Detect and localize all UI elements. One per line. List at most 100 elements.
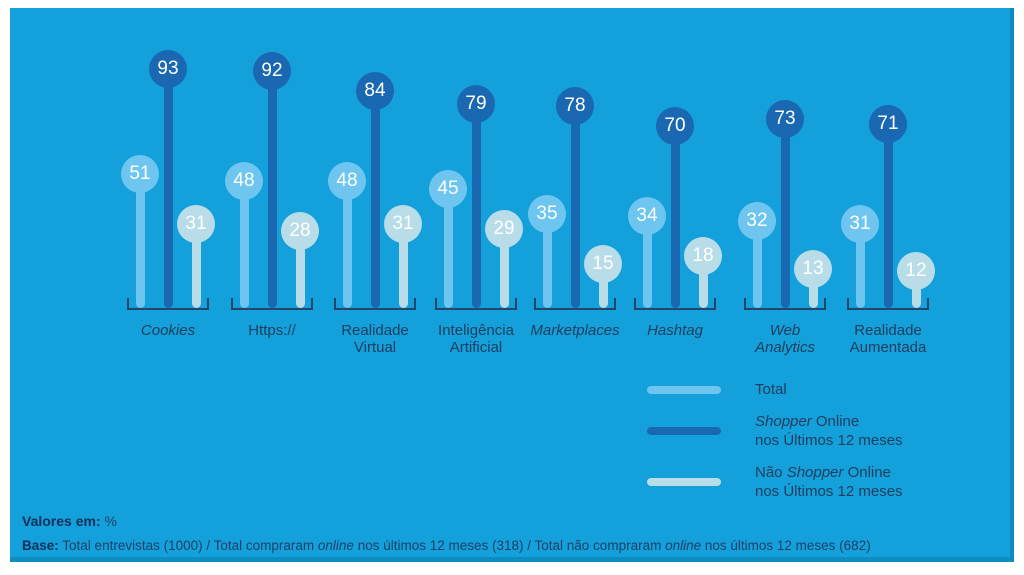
category-label-line: Analytics: [754, 339, 816, 356]
lollipop-marker: 70: [656, 107, 694, 145]
chart-board: 51 93 31 Cookies 48 92 28 Https:// 48 84 31 Realida…: [10, 8, 1014, 562]
lollipop-marker: 31: [177, 204, 215, 243]
category-label-line: Inteligência: [438, 322, 514, 339]
text-segment: online: [317, 538, 354, 553]
lollipop-marker: 79: [457, 84, 495, 123]
chart-footer: Valores em: % Base: Total entrevistas (1…: [22, 513, 871, 553]
text-segment: Total entrevistas (1000) / Total comprar…: [58, 538, 318, 553]
category-label: Inteligência Artificial: [411, 322, 541, 356]
group-bracket: [847, 298, 929, 310]
text-segment: nos últimos 12 meses (318) / Total não c…: [353, 538, 666, 553]
lollipop-marker: 12: [897, 252, 935, 290]
text-segment: Não: [755, 464, 787, 481]
lollipop-stem: [239, 181, 249, 308]
chart-legend: Total Shopper Online nos Últimos 12 meses N…: [647, 380, 903, 501]
lollipop-marker: 13: [794, 249, 832, 288]
group-bracket: [127, 298, 209, 310]
group-bracket: [334, 298, 416, 310]
category-label-line: Hashtag: [647, 322, 703, 339]
category-label-line: Web: [769, 322, 801, 339]
legend-label: Não Shopper Online nos Últimos 12 meses: [755, 463, 903, 501]
text-segment: nos Últimos 12 meses: [755, 483, 903, 500]
text-segment: online: [665, 538, 702, 553]
lollipop-stem: [370, 91, 380, 308]
category-label-line: Artificial: [449, 339, 503, 356]
text-segment: Base:: [22, 538, 59, 553]
legend-label-line: nos Últimos 12 meses: [755, 482, 903, 501]
lollipop-stem: [443, 188, 453, 308]
legend-swatch: [647, 478, 721, 486]
lollipop-marker: 45: [429, 169, 467, 208]
category-label-line: Realidade: [854, 322, 922, 339]
lollipop-stem: [342, 181, 352, 308]
text-segment: Valores em:: [22, 513, 101, 529]
legend-label-line: nos Últimos 12 meses: [755, 431, 903, 450]
lollipop-marker: 48: [225, 162, 263, 200]
lollipop-marker: 34: [628, 197, 666, 235]
legend-entry: Total: [647, 380, 903, 399]
group-bracket: [744, 298, 826, 310]
text-segment: Shopper: [755, 413, 812, 430]
legend-entry: Não Shopper Online nos Últimos 12 meses: [647, 463, 903, 501]
group-bracket: [231, 298, 313, 310]
text-segment: Shopper: [786, 464, 844, 481]
text-segment: Total: [755, 381, 787, 398]
lollipop-stem: [698, 256, 708, 308]
lollipop-marker: 93: [149, 49, 187, 88]
category-label: Realidade Virtual: [310, 322, 440, 356]
lollipop-marker: 71: [869, 104, 907, 143]
lollipop-stem: [855, 223, 865, 308]
group-bracket: [634, 298, 716, 310]
category-label: Hashtag: [610, 322, 740, 339]
lollipop-marker: 73: [766, 99, 804, 138]
legend-label-line: Total: [755, 380, 787, 399]
lollipop-stem: [163, 68, 173, 308]
lollipop-marker: 32: [738, 202, 776, 240]
text-segment: nos Últimos 12 meses: [755, 432, 903, 449]
lollipop-marker: 92: [253, 52, 291, 90]
category-label-line: Virtual: [353, 339, 397, 356]
category-label: Realidade Aumentada: [823, 322, 953, 356]
lollipop-marker: 51: [121, 154, 159, 193]
lollipop-stem: [883, 123, 893, 308]
text-segment: Online: [811, 413, 860, 430]
lollipop-marker: 78: [556, 87, 594, 125]
values-unit-note: Valores em: %: [22, 513, 871, 529]
lollipop-marker: 18: [684, 237, 722, 275]
legend-label-line: Shopper Online: [755, 412, 903, 431]
lollipop-stem: [471, 103, 481, 308]
base-note: Base: Total entrevistas (1000) / Total c…: [22, 538, 871, 553]
lollipop-stem: [295, 231, 305, 308]
lollipop-marker: 48: [328, 162, 366, 200]
lollipop-marker: 31: [841, 204, 879, 243]
text-segment: Online: [843, 464, 891, 481]
category-label-line: Https://: [248, 322, 296, 339]
legend-label: Shopper Online nos Últimos 12 meses: [755, 412, 903, 450]
category-label-line: Realidade: [341, 322, 409, 339]
lollipop-stem: [542, 213, 552, 308]
legend-entry: Shopper Online nos Últimos 12 meses: [647, 412, 903, 450]
category-label-line: Cookies: [140, 322, 196, 339]
lollipop-stem: [135, 173, 145, 308]
lollipop-marker: 35: [528, 194, 566, 233]
lollipop-marker: 84: [356, 72, 394, 110]
lollipop-marker: 28: [281, 212, 319, 250]
category-label: Marketplaces: [510, 322, 640, 339]
lollipop-stem: [398, 223, 408, 308]
lollipop-stem: [267, 71, 277, 308]
lollipop-stem: [780, 118, 790, 308]
lollipop-stem: [642, 216, 652, 308]
lollipop-stem: [191, 223, 201, 308]
lollipop-stem: [670, 126, 680, 308]
text-segment: %: [100, 513, 117, 529]
legend-swatch: [647, 385, 721, 394]
category-label-line: Aumentada: [849, 339, 927, 356]
category-label-line: Marketplaces: [530, 322, 620, 339]
legend-label: Total: [755, 380, 787, 399]
category-label: Https://: [207, 322, 337, 339]
group-bracket: [534, 298, 616, 310]
lollipop-marker: 31: [384, 204, 422, 243]
lollipop-stem: [570, 106, 580, 308]
lollipop-stem: [499, 228, 509, 308]
